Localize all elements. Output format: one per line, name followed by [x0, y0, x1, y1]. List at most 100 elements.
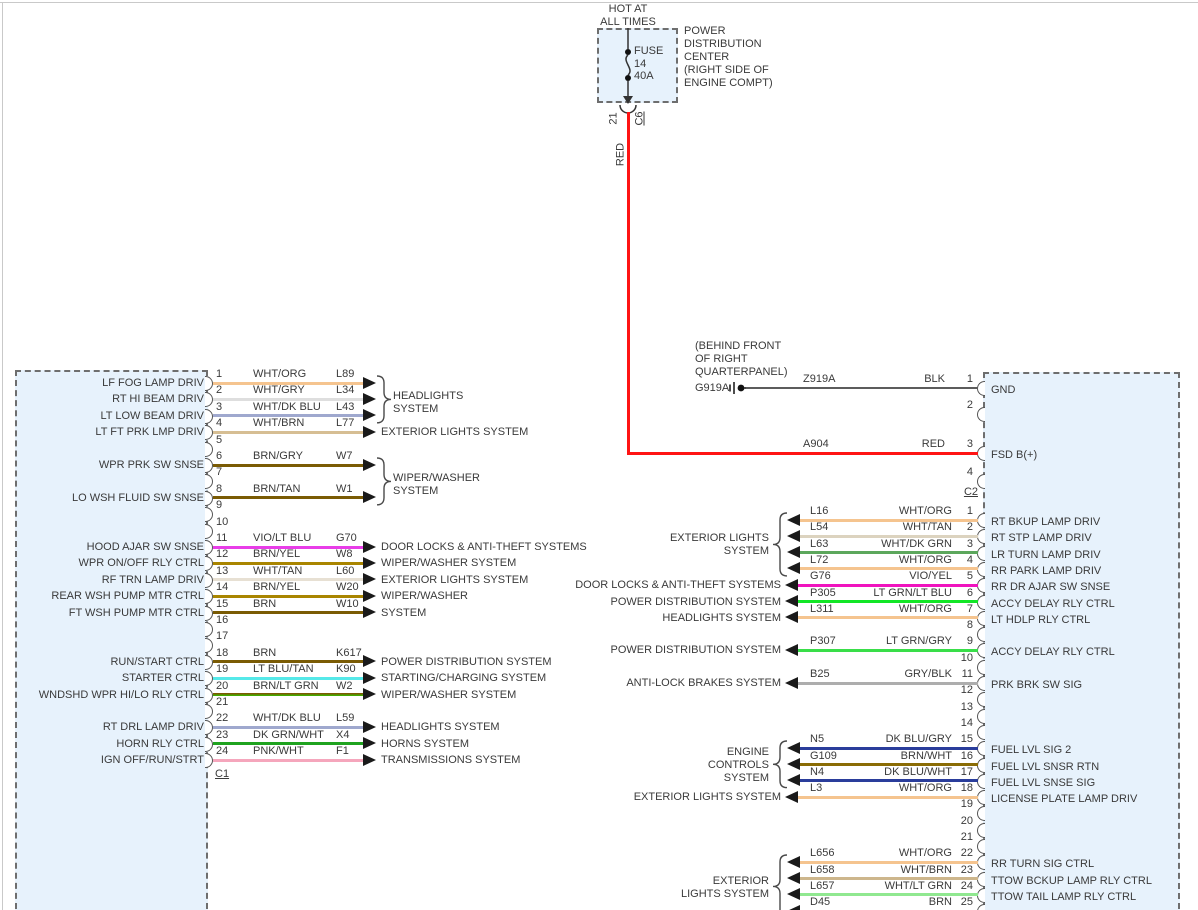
left-pin-1-wire — [213, 381, 363, 385]
right-pin-23-signal-label: TTOW BCKUP LAMP RLY CTRL — [991, 874, 1152, 887]
right-pin-3-color-label: WHT/DK GRN — [881, 537, 952, 550]
right-pin-4-color-label: WHT/ORG — [898, 553, 952, 566]
left-pin-23-circuit-label: X4 — [336, 728, 350, 741]
right-pin-7-system-label: HEADLIGHTS SYSTEM — [662, 611, 781, 624]
ground-location-line-2: QUARTERPANEL) — [695, 366, 788, 378]
left-pin-1-signal-label: LF FOG LAMP DRIV — [102, 377, 204, 389]
left-pin-22-wire — [213, 725, 363, 729]
left-pin-23-color-label: DK GRN/WHT — [253, 728, 324, 741]
left-pin-21-connector-arc — [205, 704, 213, 719]
left-pin-13-number: 13 — [216, 564, 229, 577]
right-pin-5-system-label: DOOR LOCKS & ANTI-THEFT SYSTEMS — [575, 579, 781, 592]
fuse-number: 14 — [634, 58, 647, 70]
right-pin-1-number: 1 — [966, 505, 973, 517]
left-group-0-label-line-1: SYSTEM — [393, 403, 439, 416]
left-pin-13-connector-arc — [205, 572, 213, 588]
right-pin-6-signal-label: ACCY DELAY RLY CTRL — [991, 597, 1115, 610]
right-pin-22-signal-label: RR TURN SIG CTRL — [991, 858, 1095, 871]
right-pin-24-arrow — [787, 888, 800, 901]
pdc-title-line-4: ENGINE COMPT) — [684, 77, 773, 89]
left-pin-19-signal-label: STARTER CTRL — [121, 672, 204, 685]
left-pin-20-arrow — [363, 688, 376, 701]
left-pin-19-arrow — [363, 671, 376, 684]
left-pin-3-connector-arc — [205, 408, 213, 424]
right-pin-15-connector-arc — [977, 741, 985, 757]
right-pin-24-signal-label: TTOW TAIL LAMP RLY CTRL — [991, 890, 1137, 903]
right-pin-3-circuit-label: L63 — [810, 537, 829, 550]
left-pin-12-circuit-label: W8 — [336, 548, 353, 561]
right-pin-11-signal-label: PRK BRK SW SIG — [991, 679, 1083, 691]
right-pin-1-connector-arc — [977, 513, 985, 528]
right-group-brace-0 — [772, 512, 788, 577]
left-group-1-label-line-0: WIPER/WASHER — [393, 472, 480, 485]
left-pin-6-number: 6 — [216, 450, 223, 462]
right-pin-16-color-label: BRN/WHT — [900, 749, 952, 762]
pdc-title-line-0: POWER — [684, 25, 726, 37]
right-pin-22-number: 22 — [960, 847, 973, 860]
left-pin-4-circuit-label: L77 — [336, 417, 355, 430]
right-pin-5-color-label: VIO/YEL — [909, 570, 952, 583]
right-pin-6-circuit-label: P305 — [810, 586, 836, 599]
right-pin-9-signal-label: ACCY DELAY RLY CTRL — [991, 646, 1115, 659]
right-pin-5-arrow — [785, 578, 798, 591]
right-pin-19-number: 19 — [960, 798, 973, 811]
right-pin-23-circuit-label: L658 — [810, 863, 835, 876]
left-pin-4-color-label: WHT/BRN — [253, 417, 305, 430]
right-pin-16-connector-arc — [977, 757, 985, 773]
left-pin-17-connector-arc — [205, 638, 213, 654]
left-pin-23-arrow — [363, 737, 376, 750]
left-pin-2-circuit-label: L34 — [336, 384, 355, 397]
right-pin-18-wire — [798, 795, 978, 799]
left-pin-8-number: 8 — [216, 482, 223, 495]
right-pin-18-signal-label: LICENSE PLATE LAMP DRIV — [991, 793, 1138, 806]
left-pin-22-system-label: HEADLIGHTS SYSTEM — [381, 721, 500, 734]
left-pin-20-signal-label: WNDSHD WPR HI/LO RLY CTRL — [38, 688, 204, 701]
right-pin-22-circuit-label: L656 — [810, 847, 835, 860]
left-pin-15-connector-arc — [205, 605, 213, 621]
left-pin-11-signal-label: HOOD AJAR SW SNSE — [86, 541, 204, 553]
right-pin-25-color-label: BRN — [928, 896, 952, 909]
left-group-brace-0 — [376, 375, 392, 424]
left-pin-11-arrow — [363, 540, 376, 553]
right-pin-11-connector-arc — [977, 676, 985, 691]
left-pin-2-number: 2 — [216, 384, 223, 397]
ground-location-line-0: (BEHIND FRONT — [695, 340, 782, 352]
left-pin-22-number: 22 — [216, 712, 229, 725]
left-pin-24-arrow — [363, 753, 376, 766]
left-pin-15-circuit-label: W10 — [336, 597, 359, 610]
right-pin-20-number: 20 — [960, 814, 973, 827]
left-pin-6-signal-label: WPR PRK SW SNSE — [98, 459, 204, 471]
right-pin-6-color-label: LT GRN/LT BLU — [873, 586, 952, 599]
left-pin-9-number: 9 — [216, 499, 223, 512]
left-pin-6-connector-arc — [205, 458, 213, 473]
right-pin-16-number: 16 — [960, 749, 973, 762]
feed-wire-horizontal — [626, 451, 978, 455]
pdc-title-line-3: (RIGHT SIDE OF — [684, 64, 769, 76]
right-pin-17-wire — [800, 779, 978, 783]
left-pin-9-connector-arc — [205, 507, 213, 523]
left-pin-13-arrow — [363, 573, 376, 586]
right-group-0-label-line-0: EXTERIOR LIGHTS — [669, 532, 769, 545]
right-group-brace-1 — [772, 740, 788, 789]
right-pin-18-color-label: WHT/ORG — [898, 782, 952, 795]
left-pin-6-arrow — [363, 458, 376, 471]
left-pin-12-color-label: BRN/YEL — [253, 548, 301, 561]
left-pin-14-color-label: BRN/YEL — [253, 581, 301, 594]
right-pin-1-signal-label: RT BKUP LAMP DRIV — [991, 516, 1101, 528]
left-pin-2-color-label: WHT/GRY — [253, 384, 305, 397]
right-pin-16-arrow — [787, 758, 800, 770]
right-pin-13-connector-arc — [977, 708, 985, 724]
left-pin-2-signal-label: RT HI BEAM DRIV — [112, 393, 204, 406]
left-pin-15-color-label: BRN — [253, 597, 277, 610]
left-pin-15-number: 15 — [216, 597, 229, 610]
left-pin-18-connector-arc — [205, 654, 213, 670]
left-pin-18-wire — [213, 660, 363, 664]
left-pin-22-signal-label: RT DRL LAMP DRIV — [102, 721, 204, 734]
left-pin-8-connector-arc — [205, 490, 213, 506]
right-pin-11-arrow — [785, 676, 798, 689]
left-pin-17-number: 17 — [216, 630, 229, 643]
right-pin-23-connector-arc — [977, 871, 985, 887]
right-pin-11-circuit-label: B25 — [810, 668, 830, 680]
left-pin-11-system-label: DOOR LOCKS & ANTI-THEFT SYSTEMS — [381, 541, 587, 553]
left-pin-19-color-label: LT BLU/TAN — [253, 663, 314, 676]
